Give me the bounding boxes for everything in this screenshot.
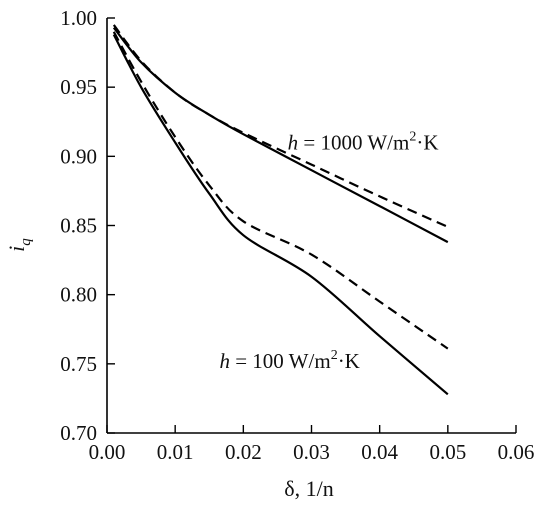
x-tick-label: 0.03: [293, 440, 330, 464]
x-axis-label: δ, 1/n: [284, 476, 333, 501]
curve-annotation-2: h = 100 W/m2·K: [219, 348, 359, 373]
y-tick-label: 0.70: [60, 421, 97, 445]
annotation-variable: h: [288, 130, 299, 154]
annotation-superscript: 2: [409, 129, 416, 144]
x-tick-label: 0.01: [157, 440, 194, 464]
y-tick-label: 0.95: [60, 75, 97, 99]
annotation-value: = 100 W/m: [230, 349, 331, 373]
y-tick-label: 0.85: [60, 214, 97, 238]
curve-annotation-1: h = 1000 W/m2·K: [288, 129, 439, 154]
x-tick-label: 0.00: [89, 440, 126, 464]
series-line-3-solid: [112, 34, 449, 396]
y-tick-label: 1.00: [60, 6, 97, 30]
series-line-4-dashed: [112, 31, 449, 350]
annotation-unit-tail: ·K: [338, 349, 360, 373]
plot-series: [112, 24, 449, 396]
x-tick-label: 0.02: [225, 440, 262, 464]
series-line-2-dashed: [112, 24, 449, 228]
x-tick-label: 0.04: [361, 440, 398, 464]
y-axis-label-subscript: q: [18, 238, 34, 246]
plot-annotations: h = 1000 W/m2·Kh = 100 W/m2·K: [219, 129, 438, 373]
annotation-value: = 1000 W/m: [298, 130, 409, 154]
y-axis-label-var: i: [4, 246, 29, 252]
annotation-variable: h: [219, 349, 230, 373]
y-tick-label: 0.75: [60, 352, 97, 376]
x-tick-label: 0.05: [429, 440, 466, 464]
y-tick-label: 0.80: [60, 283, 97, 307]
y-axis-label: iq: [4, 238, 34, 252]
x-tick-label: 0.06: [498, 440, 535, 464]
annotation-superscript: 2: [331, 348, 338, 363]
plot-axes: 0.00 0.01 0.02 0.03 0.04 0.05 0.06 0.70 0.75 0.80…: [60, 6, 534, 464]
annotation-unit-tail: ·K: [416, 130, 438, 154]
y-tick-label: 0.90: [60, 144, 97, 168]
